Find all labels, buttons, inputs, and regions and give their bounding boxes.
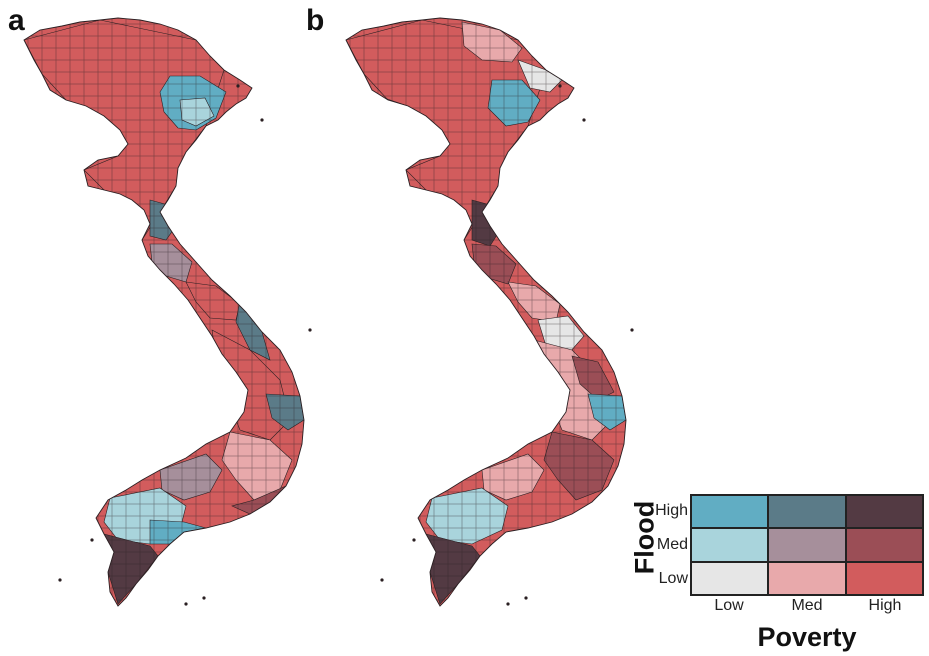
island-marker xyxy=(506,602,510,606)
island-marker xyxy=(58,578,62,582)
legend-cell-flood-low-poverty-low xyxy=(691,561,769,595)
island-marker xyxy=(412,538,416,542)
legend-grid xyxy=(690,494,924,596)
country-border xyxy=(23,17,305,607)
bivariate-legend: Flood High Med Low Low Med High Poverty xyxy=(628,490,928,656)
legend-flood-med: Med xyxy=(656,536,688,553)
island-marker xyxy=(260,118,264,122)
island-marker xyxy=(202,596,206,600)
island-marker xyxy=(90,538,94,542)
island-marker xyxy=(524,596,528,600)
map-panel-b xyxy=(345,17,634,607)
legend-cell-flood-high-poverty-med xyxy=(768,495,846,529)
legend-cell-flood-high-poverty-high xyxy=(845,495,923,529)
legend-cell-flood-med-poverty-med xyxy=(768,528,846,562)
country-border xyxy=(345,17,627,607)
island-marker xyxy=(380,578,384,582)
district-borders xyxy=(346,18,626,606)
map-panel-a xyxy=(23,17,312,607)
island-marker xyxy=(308,328,312,332)
legend-poverty-low: Low xyxy=(714,597,744,614)
legend-poverty-title: Poverty xyxy=(757,622,857,652)
legend-flood-low: Low xyxy=(658,570,688,587)
legend-cell-flood-high-poverty-low xyxy=(691,495,769,529)
legend-poverty-med: Med xyxy=(791,597,823,614)
district-borders xyxy=(24,18,304,606)
legend-poverty-high: High xyxy=(868,597,902,614)
country-outline-b xyxy=(345,17,634,607)
legend-cell-flood-low-poverty-high xyxy=(845,561,923,595)
legend-cell-flood-med-poverty-high xyxy=(845,528,923,562)
island-marker xyxy=(184,602,188,606)
island-marker xyxy=(558,84,562,88)
legend-cell-flood-low-poverty-med xyxy=(768,561,846,595)
legend-flood-high: High xyxy=(655,502,688,519)
island-marker xyxy=(582,118,586,122)
panel-label-a: a xyxy=(8,4,25,37)
country-outline-a xyxy=(23,17,312,607)
island-marker xyxy=(236,84,240,88)
legend-cell-flood-med-poverty-low xyxy=(691,528,769,562)
panel-label-b: b xyxy=(306,4,325,37)
island-marker xyxy=(630,328,634,332)
